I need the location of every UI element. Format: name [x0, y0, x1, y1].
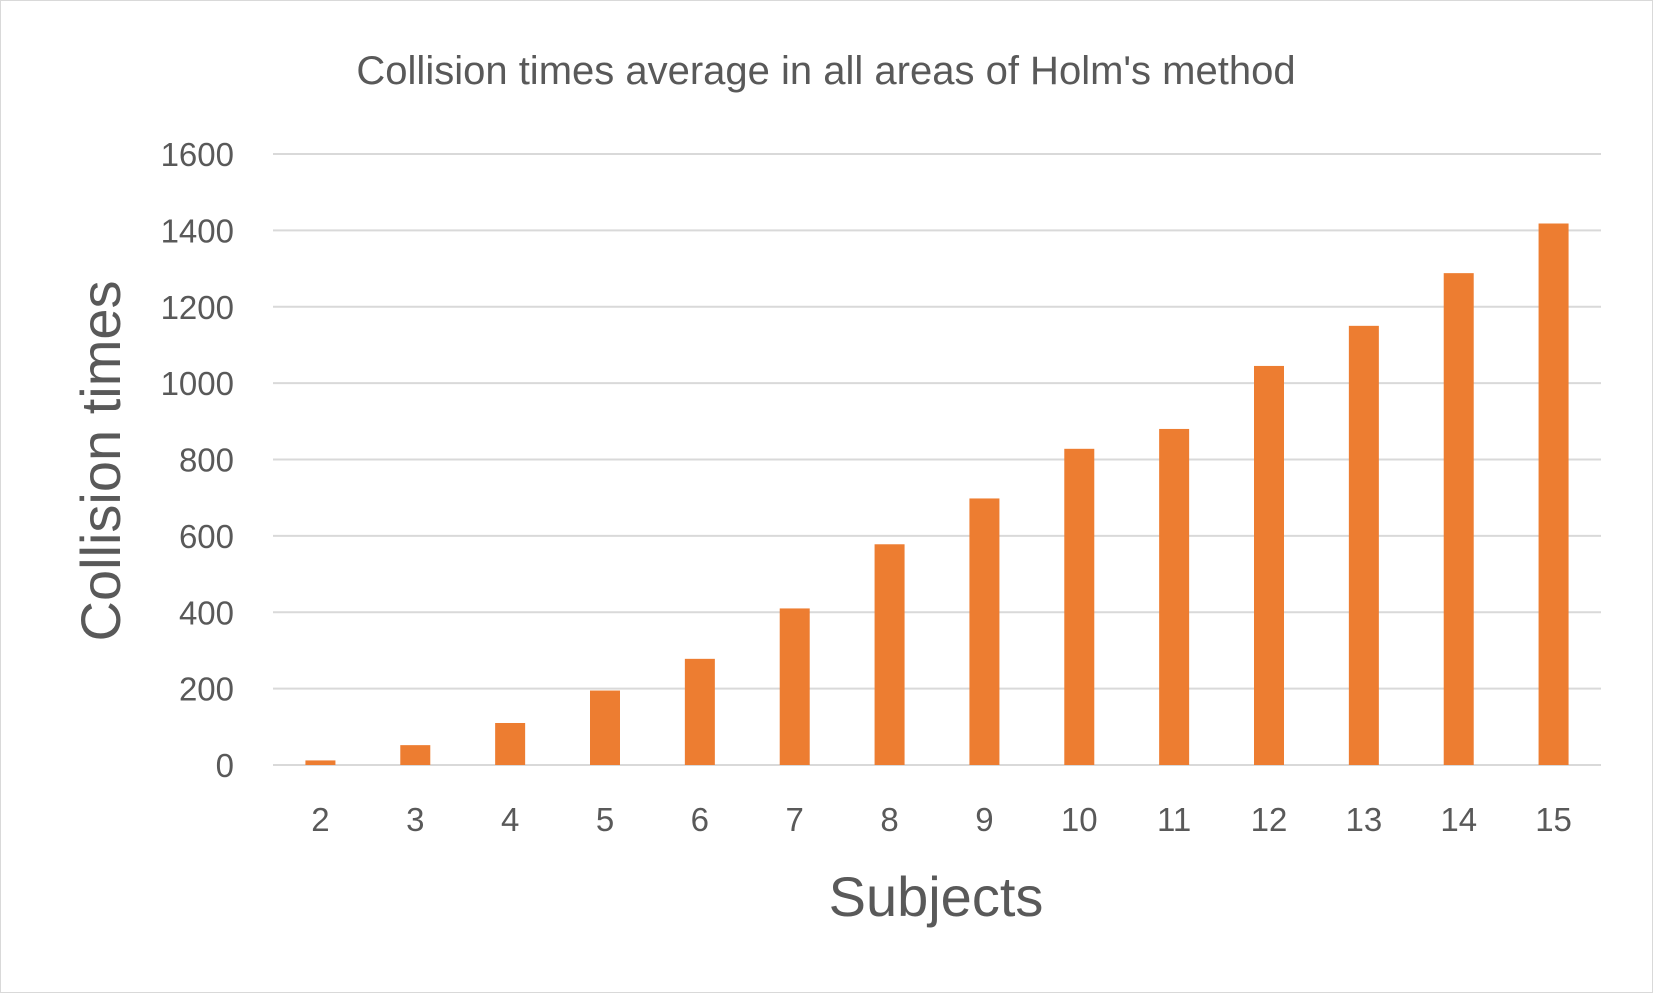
- y-tick-label: 200: [179, 671, 234, 708]
- gridlines: [273, 153, 1601, 766]
- bar-8: [874, 544, 905, 765]
- bar-9: [969, 498, 1000, 765]
- bar-11: [1159, 428, 1190, 765]
- x-tick-label: 8: [880, 801, 898, 838]
- x-tick-label: 9: [975, 801, 993, 838]
- bar-13: [1348, 325, 1379, 765]
- y-tick-label: 1200: [161, 289, 234, 326]
- x-tick-label: 13: [1345, 801, 1382, 838]
- y-tick-label: 1400: [161, 212, 234, 249]
- x-tick-label: 10: [1061, 801, 1098, 838]
- y-tick-label: 800: [179, 442, 234, 479]
- y-axis-ticks: 0 200 400 600 800 1000 1200 1400 1600: [161, 136, 234, 784]
- x-tick-label: 5: [596, 801, 614, 838]
- bar-6: [684, 658, 715, 765]
- x-tick-label: 4: [501, 801, 519, 838]
- bar-14: [1443, 273, 1474, 765]
- x-tick-label: 12: [1251, 801, 1288, 838]
- bar-12: [1254, 365, 1284, 765]
- x-tick-label: 7: [786, 801, 804, 838]
- bar-10: [1064, 448, 1095, 765]
- x-tick-label: 6: [691, 801, 709, 838]
- x-tick-label: 11: [1157, 801, 1191, 838]
- x-tick-label: 14: [1440, 801, 1477, 838]
- bar-7: [779, 608, 810, 765]
- bar-3: [400, 745, 431, 765]
- y-tick-label: 0: [216, 747, 234, 784]
- chart-title: Collision times average in all areas of …: [356, 49, 1295, 93]
- y-tick-label: 1600: [161, 136, 234, 173]
- bar-4: [495, 722, 526, 765]
- bar-2: [305, 760, 336, 765]
- bars: [305, 223, 1569, 766]
- x-tick-label: 2: [311, 801, 329, 838]
- x-tick-label: 3: [406, 801, 424, 838]
- y-tick-label: 600: [179, 518, 234, 555]
- bar-15: [1538, 223, 1569, 766]
- y-tick-label: 400: [179, 594, 234, 631]
- x-axis-title: Subjects: [829, 865, 1044, 928]
- x-tick-label: 15: [1535, 801, 1572, 838]
- y-tick-label: 1000: [161, 365, 234, 402]
- bar-5: [590, 690, 620, 765]
- y-axis-title: Collision times: [69, 281, 132, 642]
- x-axis-ticks: 2 3 4 5 6 7 8 9 10 11 12 13 14 15: [311, 801, 1572, 838]
